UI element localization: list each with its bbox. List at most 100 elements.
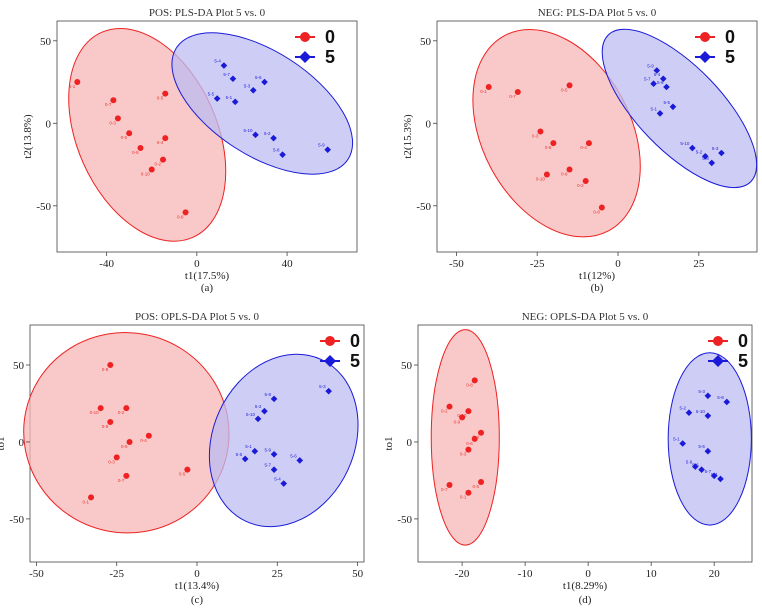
x-tick-label: 25 [272, 568, 284, 580]
legend-label-5: 5 [325, 47, 335, 67]
point-0 [582, 178, 589, 185]
y-tick-label: 50 [401, 360, 413, 372]
point-label: 0-3 [532, 134, 539, 139]
y-axis-label: to1 [383, 436, 395, 450]
y-tick-label: -50 [416, 201, 431, 213]
panel-subcaption: (b) [591, 282, 604, 294]
x-tick-label: -10 [518, 568, 533, 580]
y-tick-label: 50 [40, 36, 52, 48]
point-0 [114, 115, 121, 122]
point-5 [704, 392, 712, 400]
point-label: 0-4 [140, 438, 147, 443]
x-tick-label: 0 [194, 568, 200, 580]
point-5 [689, 144, 696, 152]
point-5 [252, 131, 259, 139]
point-label: 5-9 [647, 64, 654, 69]
legend-marker-0 [713, 336, 723, 346]
point-label: 5-4 [214, 59, 221, 64]
point-5 [270, 134, 277, 142]
point-label: 5-9 [318, 143, 325, 148]
point-5 [656, 110, 664, 117]
point-label: 5-7 [705, 469, 712, 474]
point-0 [126, 438, 133, 445]
point-0 [88, 494, 95, 501]
point-label: 0-8 [593, 209, 600, 214]
point-0 [478, 478, 485, 485]
ellipse-group-5 [667, 352, 752, 526]
point-label: 0-4 [580, 145, 587, 150]
point-0 [107, 362, 114, 369]
point-label: 0-7 [105, 102, 112, 107]
point-5 [251, 447, 259, 455]
x-axis-label: t1(13.4%) [175, 580, 220, 592]
panel-subcaption: (d) [579, 594, 592, 606]
point-5 [270, 450, 278, 458]
point-label: 0-4 [157, 140, 164, 145]
legend-marker-0 [300, 32, 310, 42]
point-label: 0-5 [157, 96, 164, 101]
point-label: 0-8 [177, 214, 184, 219]
point-label: 5-6 [657, 80, 664, 85]
chart-panel-3: NEG: OPLS-DA Plot 5 vs. 0-20 -10 0 10 20500-… [383, 311, 753, 606]
point-0 [465, 446, 472, 453]
x-axis-label: t1(17.5%) [185, 270, 230, 282]
point-5 [669, 103, 677, 111]
y-tick-label: -50 [9, 514, 24, 526]
legend-label-0: 0 [725, 27, 735, 47]
x-tick-label: 50 [352, 568, 364, 580]
x-tick-label: -20 [455, 568, 470, 580]
point-0 [566, 82, 573, 89]
point-5 [324, 146, 331, 153]
point-0 [471, 377, 478, 384]
point-label: 0-6 [121, 135, 128, 140]
point-label: 0-9 [102, 424, 109, 429]
y-tick-label: -50 [36, 201, 51, 213]
point-0 [514, 88, 521, 95]
chart-panel-2: POS: OPLS-DA Plot 5 vs. 0-50 -25 0 25 50500-… [0, 311, 365, 606]
y-tick-label: 0 [19, 437, 25, 449]
point-0 [459, 414, 466, 421]
point-label: 5-3 [319, 384, 326, 389]
x-tick-label: -40 [99, 258, 114, 270]
x-tick-label: -25 [109, 568, 124, 580]
point-label: 5-10 [680, 141, 690, 146]
point-0 [74, 79, 81, 86]
point-label: 0-9 [132, 150, 139, 155]
point-label: 0-2 [441, 409, 448, 414]
point-label: 5-8 [702, 156, 709, 161]
point-5 [270, 395, 278, 403]
ellipse-group-5 [601, 28, 758, 189]
legend-marker-0 [325, 336, 335, 346]
point-0 [126, 130, 133, 137]
chart-title: POS: PLS-DA Plot 5 vs. 0 [149, 7, 266, 19]
legend-marker-5 [299, 51, 311, 63]
point-label: 0-10 [90, 410, 100, 415]
point-label: 5-7 [265, 463, 272, 468]
legend-marker-5 [699, 51, 711, 63]
point-5 [213, 95, 221, 102]
point-label: 5-9 [265, 447, 272, 452]
x-tick-label: 0 [194, 258, 200, 270]
legend-label-5: 5 [738, 351, 748, 371]
point-label: 0-3 [109, 120, 116, 125]
ellipse-group-5 [171, 32, 354, 175]
point-label: 5-1 [651, 106, 658, 111]
point-label: 0-6 [466, 441, 473, 446]
point-5 [229, 75, 237, 83]
point-label: 0-7 [509, 94, 516, 99]
x-tick-label: -25 [530, 258, 545, 270]
point-0 [543, 171, 550, 178]
point-label: 5-4 [274, 477, 281, 482]
point-label: 5-3 [698, 389, 705, 394]
point-5 [717, 475, 724, 483]
ellipse-group-5 [208, 353, 359, 528]
legend-marker-5 [324, 355, 336, 367]
point-0 [97, 405, 104, 412]
x-tick-label: 40 [282, 258, 294, 270]
x-tick-label: 0 [585, 568, 591, 580]
y-axis-label: to1 [0, 436, 7, 450]
legend-marker-5 [712, 355, 724, 367]
point-5 [704, 412, 712, 420]
point-0 [123, 405, 130, 412]
x-tick-label: 10 [646, 568, 658, 580]
